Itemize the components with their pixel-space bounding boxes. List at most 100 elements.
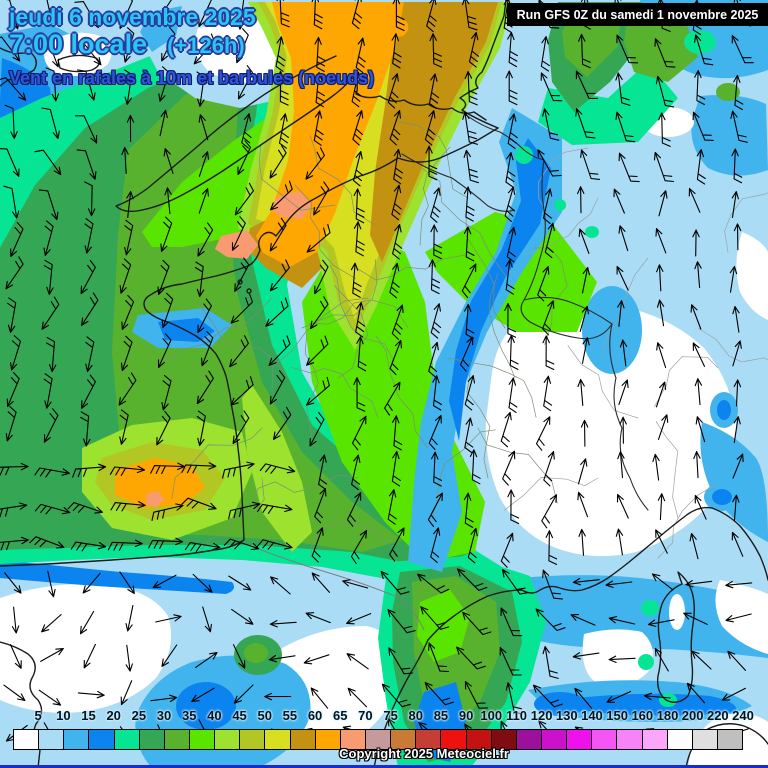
wind-barb [346, 492, 362, 527]
wind-barb [616, 493, 629, 519]
wind-barb [80, 259, 96, 295]
wind-barb [430, 527, 441, 563]
forecast-offset-label: (+126h) [167, 33, 245, 58]
legend-tick-label: 240 [732, 708, 754, 723]
wind-barb [352, 110, 364, 146]
wind-barb [150, 462, 186, 475]
wind-barb [731, 191, 739, 218]
wind-barb [694, 261, 702, 289]
wind-barb [84, 218, 94, 254]
wind-barb [425, 145, 438, 181]
wind-barb [155, 0, 172, 23]
wind-barb [655, 228, 667, 254]
wind-barb [237, 65, 253, 100]
wind-barb [346, 653, 369, 670]
wind-barb [387, 608, 416, 634]
wind-barb [181, 462, 217, 474]
wind-barb [237, 140, 252, 176]
map-subtitle: Vent en rafales à 10m et barbules (noeud… [9, 68, 375, 88]
legend-tick-label: 25 [131, 708, 147, 723]
coast-benelux [459, 0, 507, 129]
wind-barb [184, 542, 221, 552]
wind-barb [581, 337, 590, 364]
wind-barb [656, 264, 664, 292]
legend-tick-label: 110 [505, 708, 527, 723]
wind-barb [393, 148, 404, 185]
wind-barb [4, 572, 22, 594]
wind-barb [606, 690, 632, 703]
legend-color-scale [13, 729, 743, 750]
wind-barb [424, 110, 436, 146]
wind-barb [653, 151, 675, 183]
wind-barb [392, 415, 403, 451]
local-time-label: 7:00 locale [9, 29, 148, 59]
wind-barb [196, 410, 206, 447]
wind-barb [725, 580, 753, 589]
wind-barb [578, 228, 590, 254]
wind-barb [694, 378, 703, 406]
wind-barb [605, 580, 633, 588]
wind-barb [233, 684, 254, 704]
wind-barb [577, 458, 588, 485]
wind-barb [43, 408, 59, 443]
wind-barb [163, 148, 174, 174]
wind-barb [428, 414, 442, 450]
legend-swatch [617, 730, 643, 749]
wind-barb [81, 374, 96, 409]
wind-barb [464, 71, 478, 106]
wind-barb [76, 69, 96, 101]
wind-barb [542, 569, 563, 600]
wind-barb [732, 340, 742, 367]
wind-barb [201, 331, 214, 367]
wind-barb [543, 451, 555, 487]
wind-barb [615, 72, 631, 106]
wind-barb [731, 34, 754, 64]
wind-barb [647, 619, 675, 627]
wind-barb [431, 451, 443, 487]
wind-barb [74, 1, 99, 29]
legend-swatch [692, 730, 718, 749]
wind-barb [732, 305, 740, 333]
wind-barb [43, 373, 53, 409]
wind-barb [197, 222, 214, 257]
wind-barb [389, 527, 405, 562]
legend-tick-label: 65 [333, 708, 348, 723]
wind-barb [387, 73, 399, 109]
legend-tick-label: 120 [530, 708, 553, 723]
model-run-banner: Run GFS 0Z du samedi 1 novembre 2025 [507, 3, 768, 26]
wind-barb [0, 462, 29, 476]
wind-barb [694, 34, 714, 66]
legend-tick-label: 150 [606, 708, 628, 723]
copyright-label: Copyright 2025 Meteociel.fr [339, 746, 509, 761]
foreign-admin-boundaries [504, 147, 768, 559]
wind-barb [577, 491, 589, 518]
wind-barb [732, 494, 740, 522]
legend-swatch [114, 730, 140, 749]
legend-swatch [642, 730, 668, 749]
wind-barb [150, 694, 178, 703]
wind-barb [41, 296, 60, 330]
wind-barb [729, 265, 738, 293]
wind-barb [643, 692, 671, 701]
wind-barb [120, 680, 133, 706]
wind-barb [683, 612, 708, 625]
coast-islet [57, 54, 100, 73]
wind-barb [731, 531, 744, 557]
legend-swatch [89, 730, 115, 749]
legend-tick-label: 80 [408, 708, 423, 723]
wind-barb [537, 266, 550, 302]
legend-swatch [567, 730, 593, 749]
wind-barb [38, 37, 60, 68]
wind-barb [725, 613, 752, 623]
time-row: 7:00 locale (+126h) [9, 29, 245, 60]
wind-barb [721, 687, 747, 701]
wind-barb [38, 189, 59, 221]
legend-tick-label: 35 [181, 708, 197, 723]
wind-barb [619, 339, 628, 367]
wind-barb [686, 682, 706, 704]
legend-swatch [39, 730, 65, 749]
wind-barb [231, 216, 246, 251]
wind-barb [158, 66, 170, 102]
